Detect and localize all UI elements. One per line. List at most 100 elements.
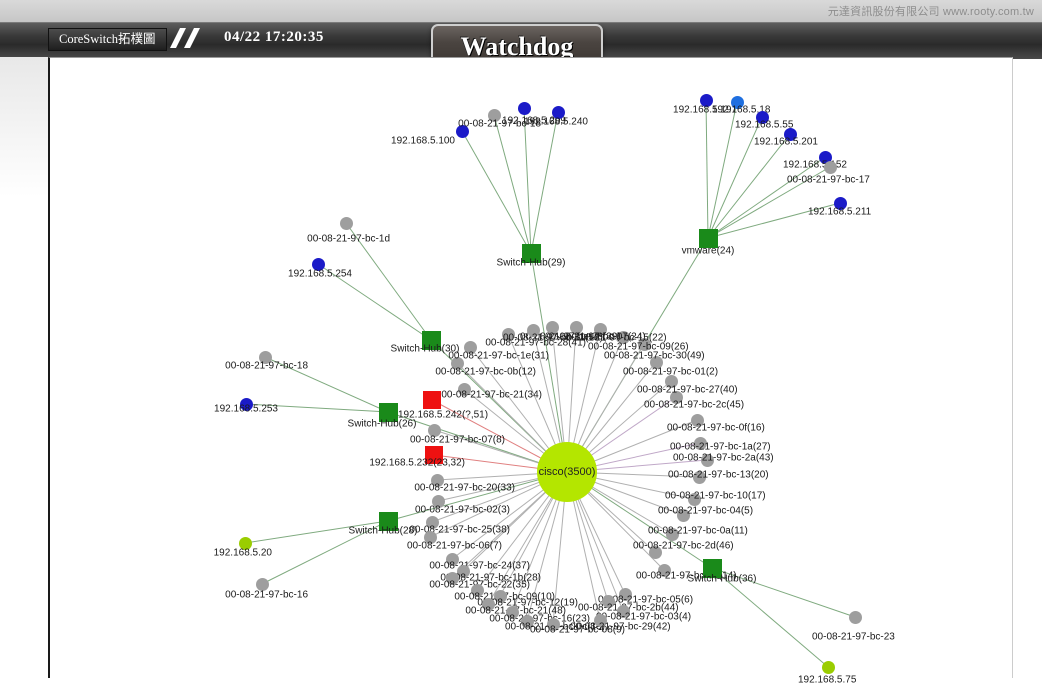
endpoint-node[interactable] bbox=[487, 108, 501, 122]
endpoint-node[interactable] bbox=[692, 470, 706, 484]
endpoint-node[interactable] bbox=[657, 563, 671, 577]
endpoint-node[interactable] bbox=[601, 594, 615, 608]
endpoint-node[interactable] bbox=[445, 571, 459, 585]
node-label: 00-08-21-97-bc-20(33) bbox=[414, 482, 515, 494]
node-label: 192.168.5.201 bbox=[754, 136, 818, 148]
endpoint-node[interactable] bbox=[423, 530, 437, 544]
endpoint-node[interactable] bbox=[669, 390, 683, 404]
endpoint-node[interactable] bbox=[546, 617, 560, 631]
topology-link bbox=[523, 107, 532, 254]
endpoint-node[interactable] bbox=[470, 583, 484, 597]
endpoint-node[interactable] bbox=[517, 101, 531, 115]
endpoint-node[interactable] bbox=[616, 330, 630, 344]
endpoint-node[interactable] bbox=[457, 382, 471, 396]
node-label: 00-08-21-97-bc-1d bbox=[307, 233, 390, 245]
endpoint-node[interactable] bbox=[616, 604, 630, 618]
core-switch-node[interactable] bbox=[537, 442, 597, 502]
endpoint-node[interactable] bbox=[783, 127, 797, 141]
node-label: 00-08-21-97-bc-06(7) bbox=[406, 540, 502, 552]
endpoint-node[interactable] bbox=[545, 320, 559, 334]
endpoint-node[interactable] bbox=[445, 552, 459, 566]
node-label: 00-08-21-97-bc-29(42) bbox=[570, 621, 671, 633]
endpoint-node[interactable] bbox=[520, 614, 534, 628]
endpoint-node[interactable] bbox=[311, 257, 325, 271]
node-label: 00-08-21-97-bc-27(40) bbox=[637, 384, 738, 396]
node-label: 00-08-21-97-bc-12(19) bbox=[477, 597, 578, 609]
endpoint-node[interactable] bbox=[526, 323, 540, 337]
node-label: 00-08-21-97-bc-08(9) bbox=[529, 624, 625, 636]
alarm-node[interactable] bbox=[423, 391, 441, 409]
node-label: 192.168.5.152 bbox=[783, 159, 847, 171]
endpoint-node[interactable] bbox=[818, 150, 832, 164]
endpoint-node[interactable] bbox=[456, 564, 470, 578]
endpoint-node[interactable] bbox=[505, 605, 519, 619]
endpoint-node[interactable] bbox=[593, 613, 607, 627]
node-label: 00-08-21-97-bc-11(18) bbox=[503, 332, 603, 344]
endpoint-node[interactable] bbox=[676, 508, 690, 522]
switch-hub-node[interactable] bbox=[378, 511, 398, 531]
endpoint-node[interactable] bbox=[569, 320, 583, 334]
endpoint-node[interactable] bbox=[637, 337, 651, 351]
endpoint-node[interactable] bbox=[450, 356, 464, 370]
endpoint-node[interactable] bbox=[649, 355, 663, 369]
endpoint-node[interactable] bbox=[427, 423, 441, 437]
endpoint-node[interactable] bbox=[431, 494, 445, 508]
node-label: Switch-Hub(36) bbox=[687, 573, 757, 585]
endpoint-node[interactable] bbox=[430, 473, 444, 487]
endpoint-node[interactable] bbox=[463, 340, 477, 354]
node-label: 00-08-21-97-bc-03(4) bbox=[596, 611, 692, 623]
topology-link bbox=[245, 403, 389, 413]
node-label: 00-08-21-97-bc-0a(11) bbox=[648, 525, 748, 537]
node-label: 00-08-21-97-bc-16 bbox=[225, 589, 308, 601]
node-label: 192.168.5.209 bbox=[502, 115, 566, 127]
endpoint-node[interactable] bbox=[493, 589, 507, 603]
endpoint-node[interactable] bbox=[730, 95, 744, 109]
endpoint-node[interactable] bbox=[690, 413, 704, 427]
endpoint-node[interactable] bbox=[239, 397, 253, 411]
switch-hub-node[interactable] bbox=[421, 330, 441, 350]
endpoint-node[interactable] bbox=[618, 587, 632, 601]
endpoint-node[interactable] bbox=[665, 527, 679, 541]
endpoint-node[interactable] bbox=[833, 196, 847, 210]
endpoint-node[interactable] bbox=[255, 577, 269, 591]
endpoint-node[interactable] bbox=[501, 327, 515, 341]
node-label: 00-08-21-97-bc-1e(31) bbox=[448, 350, 549, 362]
endpoint-node[interactable] bbox=[455, 124, 469, 138]
endpoint-node[interactable] bbox=[755, 110, 769, 124]
endpoint-node[interactable] bbox=[258, 350, 272, 364]
node-label: 00-08-21-97-bc-0b(12) bbox=[435, 366, 536, 378]
endpoint-node[interactable] bbox=[821, 660, 835, 674]
switch-hub-node[interactable] bbox=[378, 402, 398, 422]
node-label: 00-08-21-97-bc-07(8) bbox=[409, 434, 505, 446]
node-label: 00-08-21-97-bc-30(49) bbox=[604, 350, 705, 362]
endpoint-node[interactable] bbox=[551, 105, 565, 119]
node-label: 192.168.5.100 bbox=[391, 135, 455, 147]
node-label: 00-08-21-97-bc-2d(46) bbox=[633, 540, 734, 552]
endpoint-node[interactable] bbox=[425, 515, 439, 529]
endpoint-node[interactable] bbox=[238, 536, 252, 550]
endpoint-node[interactable] bbox=[687, 492, 701, 506]
alarm-node[interactable] bbox=[425, 446, 443, 464]
switch-hub-node[interactable] bbox=[521, 243, 541, 263]
switch-hub-node[interactable] bbox=[698, 228, 718, 248]
endpoint-node[interactable] bbox=[339, 216, 353, 230]
endpoint-node[interactable] bbox=[693, 436, 707, 450]
endpoint-node[interactable] bbox=[823, 160, 837, 174]
endpoint-node[interactable] bbox=[481, 597, 495, 611]
endpoint-node[interactable] bbox=[593, 322, 607, 336]
node-label: Switch-Hub(29) bbox=[496, 257, 566, 269]
node-label: 00-08-21-97-bc-09(26) bbox=[588, 341, 689, 353]
endpoint-node[interactable] bbox=[699, 93, 713, 107]
tab-coreswitch-topology[interactable]: CoreSwitch拓樸圖 bbox=[48, 28, 167, 51]
topology-link bbox=[264, 356, 389, 413]
endpoint-node[interactable] bbox=[700, 453, 714, 467]
endpoint-node[interactable] bbox=[664, 374, 678, 388]
switch-hub-node[interactable] bbox=[702, 558, 722, 578]
node-label: 00-08-21-97-bc-25(38) bbox=[409, 524, 510, 536]
endpoint-node[interactable] bbox=[848, 610, 862, 624]
node-label: 00-08-21-97-bc-13(20) bbox=[668, 469, 769, 481]
topology-link bbox=[711, 567, 829, 668]
endpoint-node[interactable] bbox=[648, 545, 662, 559]
